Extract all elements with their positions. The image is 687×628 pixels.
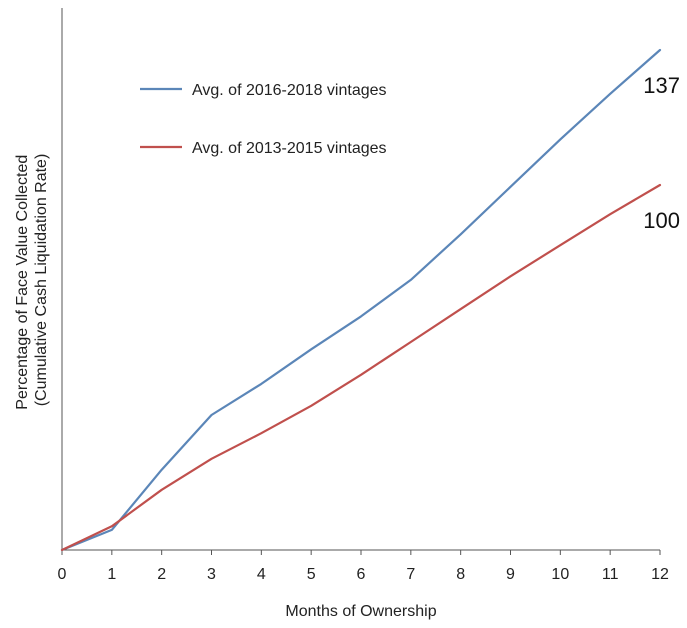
x-tick-label: 0 [58, 566, 67, 583]
series-line-2 [60, 183, 662, 552]
x-tick-label: 10 [551, 566, 569, 583]
series-end-label-1: 137 [643, 73, 680, 98]
x-tick-label: 5 [307, 566, 316, 583]
series-lines [60, 48, 662, 552]
y-axis-title-line-1: Percentage of Face Value Collected [14, 155, 31, 410]
x-tick-label: 2 [157, 566, 166, 583]
x-tick-label: 7 [406, 566, 415, 583]
y-axis-title-line-2: (Cumulative Cash Liquidation Rate) [33, 154, 50, 407]
legend-label-1: Avg. of 2016-2018 vintages [192, 82, 387, 99]
end-labels: 137 100 [643, 73, 680, 233]
x-ticks: 0 1 2 3 4 5 6 7 8 9 10 11 12 [58, 550, 669, 583]
series-end-label-2: 100 [643, 208, 680, 233]
x-axis-title: Months of Ownership [285, 603, 436, 620]
series-line-1 [60, 48, 662, 552]
y-axis-title: Percentage of Face Value Collected (Cumu… [14, 150, 50, 409]
x-tick-label: 8 [456, 566, 465, 583]
x-tick-label: 11 [602, 566, 619, 583]
legend-label-2: Avg. of 2013-2015 vintages [192, 140, 387, 157]
x-tick-label: 1 [107, 566, 116, 583]
x-tick-label: 3 [207, 566, 216, 583]
legend: Avg. of 2016-2018 vintages Avg. of 2013-2… [140, 82, 387, 157]
x-tick-label: 4 [257, 566, 266, 583]
x-tick-label: 9 [506, 566, 515, 583]
x-tick-label: 12 [651, 566, 669, 583]
x-tick-label: 6 [357, 566, 366, 583]
